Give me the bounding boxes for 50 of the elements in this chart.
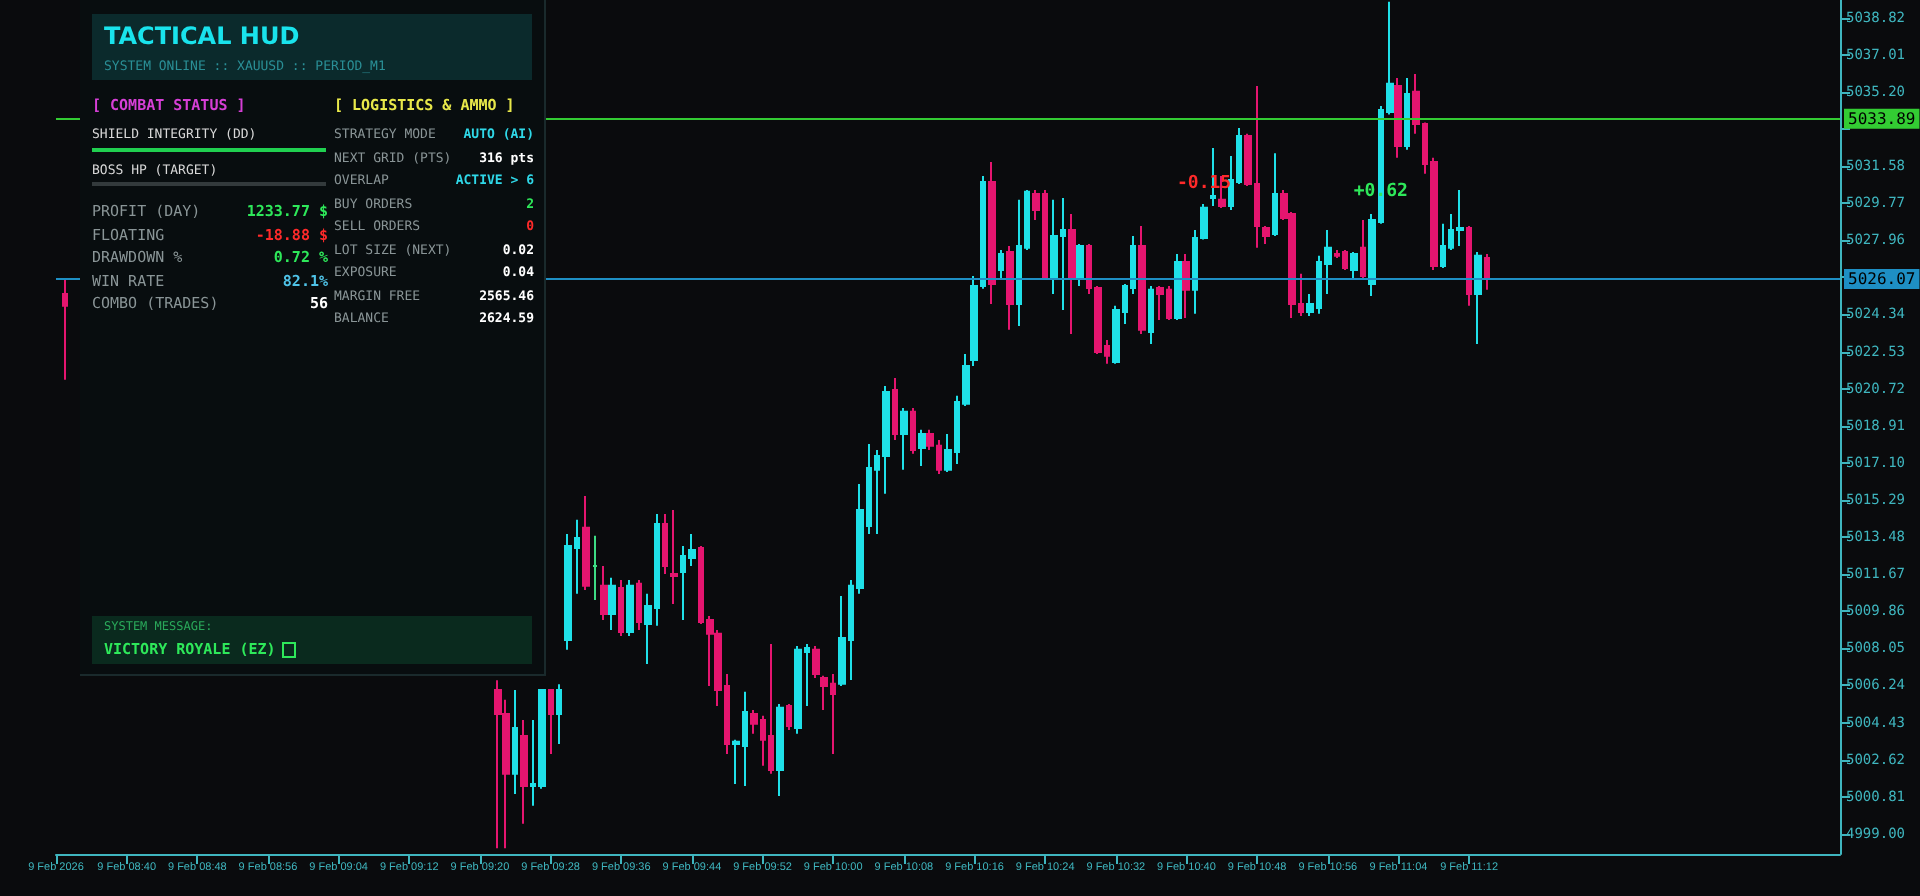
candlestick bbox=[494, 679, 502, 850]
candlestick bbox=[768, 642, 774, 775]
candlestick bbox=[1474, 250, 1482, 345]
candlestick bbox=[582, 494, 590, 591]
candlestick bbox=[618, 578, 624, 637]
candlestick bbox=[62, 279, 68, 381]
candlestick bbox=[1360, 218, 1366, 279]
candlestick bbox=[786, 702, 792, 731]
candlestick bbox=[1466, 224, 1472, 307]
text: TACTICAL HUD bbox=[104, 22, 300, 50]
candlestick bbox=[600, 564, 608, 621]
candlestick bbox=[636, 578, 642, 631]
candlestick bbox=[1138, 224, 1146, 335]
ref-line-label: 5026.07 bbox=[1848, 270, 1916, 288]
candlestick bbox=[1440, 222, 1446, 269]
candlestick bbox=[1394, 76, 1402, 159]
candlestick bbox=[988, 160, 996, 305]
candlestick bbox=[900, 406, 908, 471]
candlestick bbox=[556, 683, 562, 745]
candlestick bbox=[1182, 252, 1190, 319]
candlestick bbox=[1456, 189, 1464, 247]
candlestick bbox=[1350, 250, 1358, 282]
candlestick bbox=[662, 512, 668, 575]
candlestick bbox=[1174, 252, 1182, 321]
ref-line-label: 5033.89 bbox=[1848, 109, 1916, 128]
candlestick bbox=[1342, 248, 1348, 271]
candlestick bbox=[608, 576, 616, 631]
candlestick bbox=[1006, 244, 1014, 331]
candlestick bbox=[1068, 213, 1076, 335]
candlestick bbox=[1148, 284, 1154, 345]
candlestick bbox=[776, 702, 784, 797]
candlestick bbox=[918, 428, 926, 467]
candlestick bbox=[892, 377, 898, 441]
candlestick bbox=[592, 534, 598, 602]
candlestick bbox=[1156, 284, 1164, 321]
candlestick bbox=[1484, 252, 1490, 291]
candlestick bbox=[998, 248, 1004, 282]
candlestick bbox=[1076, 242, 1084, 287]
candlestick bbox=[794, 644, 802, 735]
candlestick bbox=[548, 689, 554, 755]
candlestick bbox=[910, 406, 916, 455]
candlestick bbox=[1262, 224, 1270, 245]
candlestick bbox=[1404, 76, 1410, 151]
candlestick bbox=[512, 689, 518, 795]
candlestick bbox=[1016, 198, 1022, 327]
candlestick bbox=[626, 578, 634, 637]
candlestick bbox=[520, 718, 528, 825]
candlestick bbox=[812, 644, 820, 679]
candlestick bbox=[1272, 152, 1278, 237]
candlestick bbox=[670, 509, 678, 605]
